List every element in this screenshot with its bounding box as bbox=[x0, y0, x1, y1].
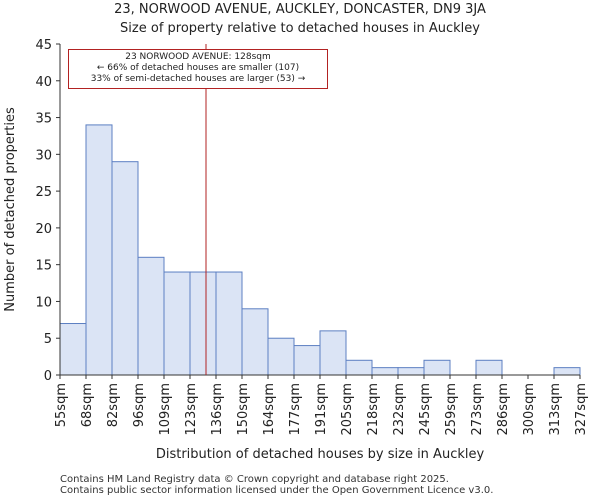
x-tick-label: 96sqm bbox=[132, 383, 147, 427]
y-tick-label: 15 bbox=[35, 259, 52, 274]
histogram-bar bbox=[189, 271, 217, 376]
histogram-bar bbox=[345, 359, 373, 376]
y-tick-label: 0 bbox=[44, 369, 52, 384]
histogram-bar bbox=[423, 359, 451, 376]
histogram-bar bbox=[85, 124, 113, 376]
x-tick-label: 150sqm bbox=[236, 383, 251, 436]
histogram-bar bbox=[137, 256, 165, 376]
x-tick-label: 327sqm bbox=[574, 383, 589, 436]
y-tick-label: 25 bbox=[35, 185, 52, 200]
x-tick-label: 218sqm bbox=[366, 383, 381, 436]
histogram-bar bbox=[553, 367, 581, 376]
annotation-line-2: ← 66% of detached houses are smaller (10… bbox=[96, 63, 300, 73]
y-tick-label: 45 bbox=[35, 38, 52, 53]
footer-copyright: Contains HM Land Registry data © Crown c… bbox=[60, 474, 449, 485]
histogram-bar bbox=[267, 337, 295, 376]
histogram-bar bbox=[371, 367, 399, 376]
histogram-bar bbox=[111, 161, 139, 376]
histogram-bar bbox=[163, 271, 191, 376]
histogram-bar bbox=[241, 308, 269, 376]
x-tick-label: 164sqm bbox=[262, 383, 277, 436]
y-tick-label: 35 bbox=[35, 112, 52, 127]
y-tick-label: 10 bbox=[35, 295, 52, 310]
x-tick-label: 109sqm bbox=[158, 383, 173, 436]
histogram-bar bbox=[59, 323, 87, 376]
y-tick-label: 40 bbox=[35, 75, 52, 90]
footer-licence: Contains public sector information licen… bbox=[60, 485, 494, 496]
x-tick-label: 177sqm bbox=[288, 383, 303, 436]
x-tick-label: 273sqm bbox=[470, 383, 485, 436]
chart-title-address: 23, NORWOOD AVENUE, AUCKLEY, DONCASTER, … bbox=[114, 2, 486, 17]
x-tick-label: 286sqm bbox=[496, 383, 511, 436]
x-tick-label: 123sqm bbox=[184, 383, 199, 436]
x-tick-label: 82sqm bbox=[106, 383, 121, 427]
histogram-bar bbox=[319, 330, 347, 376]
x-tick-label: 300sqm bbox=[522, 383, 537, 436]
x-tick-label: 55sqm bbox=[54, 383, 69, 427]
histogram-bar bbox=[397, 367, 425, 376]
annotation-line-1: 23 NORWOOD AVENUE: 128sqm bbox=[125, 52, 271, 62]
annotation-box: 23 NORWOOD AVENUE: 128sqm ← 66% of detac… bbox=[68, 49, 328, 89]
y-tick-label: 30 bbox=[35, 148, 52, 163]
x-tick-label: 245sqm bbox=[418, 383, 433, 436]
x-tick-label: 136sqm bbox=[210, 383, 225, 436]
x-tick-label: 205sqm bbox=[340, 383, 355, 436]
x-tick-label: 259sqm bbox=[444, 383, 459, 436]
x-axis-label: Distribution of detached houses by size … bbox=[156, 447, 485, 462]
y-tick-label: 5 bbox=[44, 332, 52, 347]
x-tick-label: 68sqm bbox=[80, 383, 95, 427]
chart-title: Size of property relative to detached ho… bbox=[120, 21, 480, 36]
histogram-bar bbox=[293, 345, 321, 376]
x-tick-label: 191sqm bbox=[314, 383, 329, 436]
x-tick-label: 313sqm bbox=[548, 383, 563, 436]
histogram-bar bbox=[475, 359, 503, 376]
histogram-bar bbox=[215, 271, 243, 376]
y-axis-label: Number of detached properties bbox=[3, 107, 18, 312]
annotation-line-3: 33% of semi-detached houses are larger (… bbox=[90, 74, 306, 84]
x-tick-label: 232sqm bbox=[392, 383, 407, 436]
y-tick-label: 20 bbox=[35, 222, 52, 237]
